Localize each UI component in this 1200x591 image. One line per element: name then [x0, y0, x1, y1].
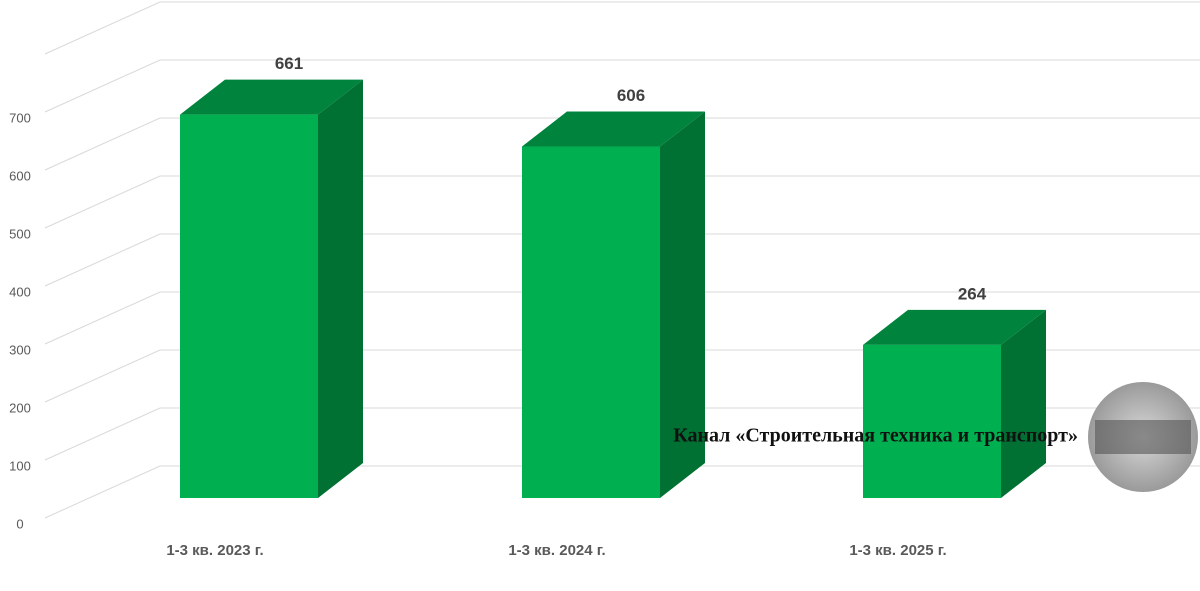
bars: 661 1-3 кв. 2023 г. 606 1-3 кв. 2024 г. 264 1…: [166, 54, 1046, 559]
bar-top: [522, 111, 705, 147]
grid-line: [44, 291, 1200, 345]
y-tick-label: 300: [9, 342, 31, 357]
grid-line: [44, 233, 1200, 287]
watermark: Канал «Строительная техника и транспорт»: [673, 425, 1078, 447]
value-label: 264: [958, 284, 987, 303]
y-tick-label: 600: [9, 168, 31, 183]
x-tick-label: 1-3 кв. 2023 г.: [166, 542, 263, 559]
bar-side: [318, 79, 363, 499]
bar-top: [863, 309, 1046, 345]
frame-line: [44, 1, 1200, 55]
value-label: 661: [275, 54, 303, 73]
bar-side: [1001, 309, 1046, 498]
x-tick-label: 1-3 кв. 2025 г.: [849, 542, 946, 559]
grid-line: [44, 349, 1200, 403]
grid-line: [44, 465, 1200, 519]
bar: [863, 344, 1001, 498]
grid-line: [44, 59, 1200, 113]
grid-line: [44, 175, 1200, 229]
y-tick-label: 100: [9, 458, 31, 473]
bar: [180, 114, 318, 499]
y-tick-label: 500: [9, 226, 31, 241]
y-tick-label: 0: [16, 516, 23, 531]
y-tick-label: 200: [9, 400, 31, 415]
grid-line: [44, 117, 1200, 171]
grid: 0 100 200 300 400 500 600 700: [9, 1, 1200, 531]
y-tick-label: 400: [9, 284, 31, 299]
y-tick-label: 700: [9, 110, 31, 125]
bar-side: [660, 111, 705, 499]
x-tick-label: 1-3 кв. 2024 г.: [508, 542, 605, 559]
grid-line: [44, 407, 1200, 461]
logo-vehicle: [1095, 420, 1191, 454]
value-label: 606: [617, 86, 645, 105]
bar-top: [180, 79, 363, 115]
bar: [522, 146, 660, 498]
